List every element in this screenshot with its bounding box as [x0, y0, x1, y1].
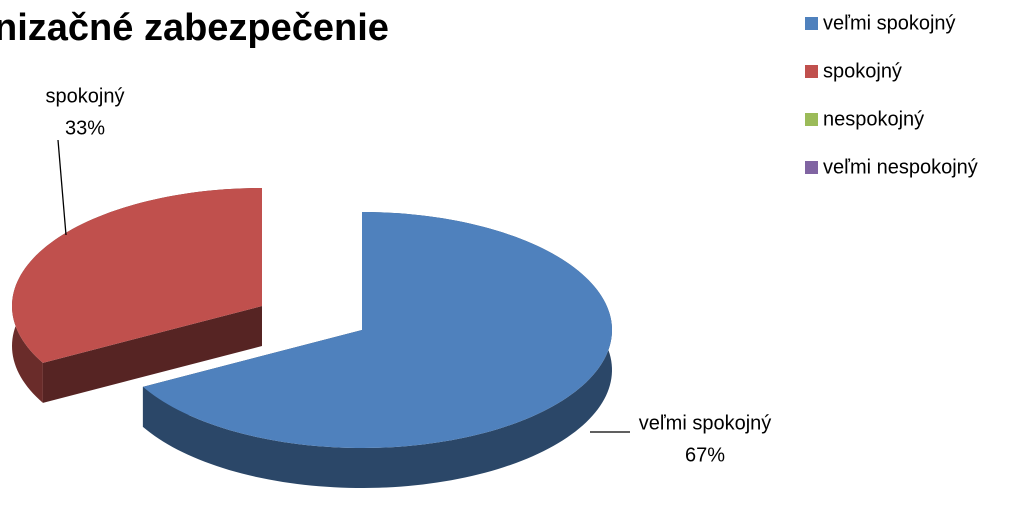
legend-swatch	[805, 17, 818, 30]
slice	[142, 212, 612, 448]
legend-swatch	[805, 161, 818, 174]
data-label-value: 33%	[65, 117, 105, 139]
slice-wall	[42, 306, 263, 403]
data-label-value: 67%	[685, 444, 725, 466]
legend-swatch	[805, 65, 818, 78]
slice	[12, 188, 262, 363]
slice-tops	[12, 188, 612, 448]
leader-line	[57, 139, 67, 236]
legend-label: nespokojný	[823, 108, 924, 130]
data-label-category: veľmi spokojný	[639, 412, 772, 434]
chart-title: nizačné zabezpečenie	[0, 7, 389, 49]
legend-label: veľmi nespokojný	[823, 156, 978, 178]
data-label-category: spokojný	[46, 85, 125, 107]
legend-label: veľmi spokojný	[823, 12, 956, 34]
legend-label: spokojný	[823, 60, 902, 82]
legend-swatch	[805, 113, 818, 126]
